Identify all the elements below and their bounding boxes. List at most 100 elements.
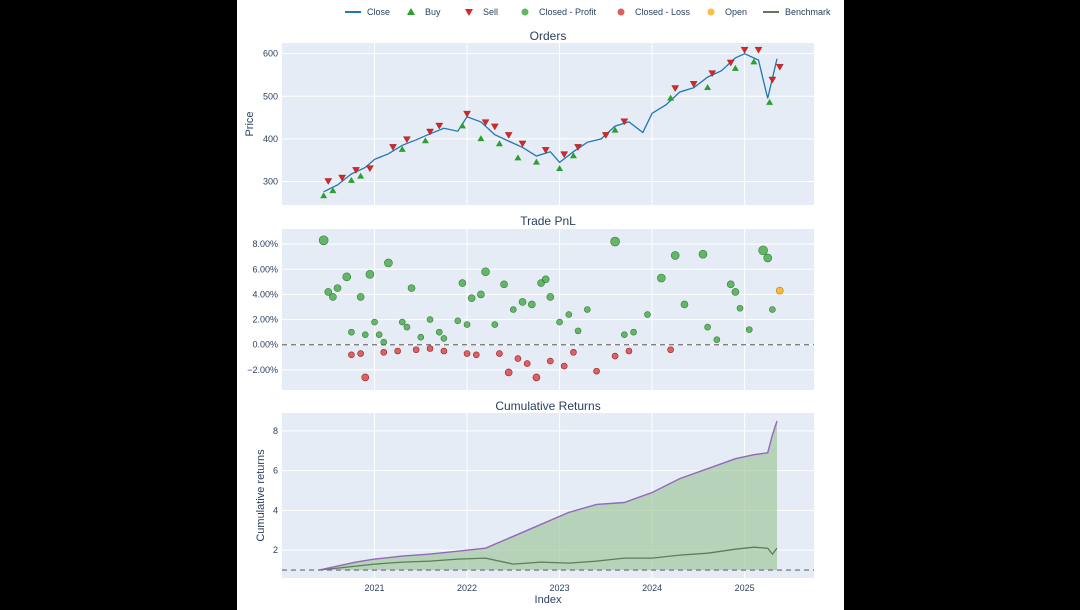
sell-marker	[689, 81, 698, 88]
legend-label: Closed - Loss	[635, 7, 691, 17]
buy-marker	[458, 122, 466, 129]
x-tick-label: 2025	[735, 583, 755, 593]
profit-marker	[333, 284, 342, 292]
buy-marker	[750, 58, 758, 65]
chart-canvas: 300 400 500 600 Orders Price −2.00% 0.00% 2.00% 4…	[237, 0, 844, 610]
buy-marker	[320, 192, 328, 199]
legend-triangle-up-symbol	[407, 8, 415, 15]
buy-marker	[556, 165, 564, 171]
y-tick-label: 600	[263, 49, 278, 59]
buy-marker	[421, 137, 429, 144]
loss-marker	[412, 346, 420, 354]
profit-marker	[491, 321, 499, 328]
buy-marker	[611, 126, 619, 133]
sell-marker	[775, 64, 784, 71]
legend-item: Closed - Loss	[617, 7, 691, 17]
profit-marker	[556, 318, 563, 326]
legend-item: Sell	[465, 7, 498, 17]
legend-item: Buy	[407, 7, 441, 17]
sell-marker	[435, 122, 444, 130]
profit-marker	[342, 272, 352, 282]
profit-marker	[574, 327, 582, 335]
sell-marker	[620, 118, 629, 126]
profit-marker	[518, 298, 527, 306]
sell-marker	[324, 178, 333, 185]
profit-marker	[500, 280, 508, 289]
profit-marker	[670, 251, 680, 260]
plot-area-2	[282, 229, 814, 390]
profit-marker	[407, 284, 416, 292]
loss-marker	[625, 347, 633, 355]
buy-marker	[398, 145, 406, 152]
legend-label: Open	[725, 7, 747, 17]
buy-marker	[477, 135, 485, 142]
legend-item: Open	[707, 7, 747, 17]
chart-svg: 300 400 500 600 Orders Price −2.00% 0.00% 2.00% 4…	[244, 7, 831, 606]
y-tick-label: 500	[263, 91, 278, 101]
loss-marker	[570, 348, 577, 356]
profit-marker	[417, 333, 425, 341]
sell-marker	[366, 165, 374, 173]
legend-label: Buy	[425, 7, 441, 17]
profit-marker	[610, 236, 620, 247]
sell-marker	[481, 119, 490, 127]
profit-marker	[398, 318, 406, 326]
sell-marker	[463, 110, 471, 118]
loss-marker	[361, 373, 370, 382]
profit-marker	[365, 269, 375, 279]
buy-marker	[766, 98, 774, 105]
sell-marker	[754, 46, 763, 54]
profit-marker	[384, 258, 393, 268]
buy-marker	[514, 154, 522, 161]
sell-marker	[726, 59, 735, 67]
profit-marker	[731, 288, 740, 296]
profit-marker	[467, 294, 476, 302]
panel-title: Cumulative Returns	[495, 399, 600, 413]
legend-item: Closed - Profit	[521, 7, 597, 17]
y-tick-label: 300	[263, 177, 278, 187]
panel-title: Trade PnL	[520, 214, 576, 228]
profit-marker	[704, 323, 711, 331]
y-tick-label: 8.00%	[252, 239, 278, 249]
loss-marker	[611, 352, 619, 360]
y-tick-label: 6	[273, 466, 278, 476]
sell-marker	[708, 70, 717, 78]
profit-marker	[680, 300, 689, 309]
legend-label: Close	[367, 7, 390, 17]
profit-marker	[348, 328, 355, 336]
y-tick-label: 0.00%	[252, 340, 278, 350]
profit-marker	[375, 331, 383, 338]
profit-marker	[329, 293, 337, 301]
loss-marker	[463, 350, 471, 357]
sell-marker	[338, 174, 346, 182]
sell-marker	[768, 76, 777, 84]
sell-marker	[389, 144, 397, 151]
legend: Close Buy Sell Closed - Profit Closed - Loss…	[345, 7, 831, 17]
loss-marker	[496, 350, 503, 357]
profit-marker	[463, 321, 471, 328]
buy-marker	[704, 84, 712, 90]
x-tick-label: 2023	[550, 583, 570, 593]
profit-marker	[763, 253, 773, 263]
profit-marker	[356, 293, 365, 301]
y-axis-label: Price	[244, 111, 256, 136]
sell-marker	[740, 46, 749, 54]
buy-marker	[357, 172, 365, 179]
buy-marker	[569, 152, 577, 159]
loss-marker	[532, 373, 541, 382]
plot-area-1	[282, 43, 814, 205]
sell-marker	[601, 132, 610, 139]
profit-marker	[565, 311, 573, 318]
loss-marker	[514, 355, 522, 362]
sell-marker	[490, 123, 499, 131]
close-price-line	[323, 52, 778, 193]
profit-marker	[546, 293, 555, 301]
y-tick-label: 2	[273, 545, 278, 555]
sell-marker	[560, 151, 569, 159]
profit-marker	[371, 318, 378, 326]
loss-marker	[523, 360, 531, 367]
loss-marker	[357, 350, 364, 357]
value-line	[318, 420, 778, 571]
x-tick-label: 2024	[642, 583, 662, 593]
profit-marker	[713, 336, 721, 343]
